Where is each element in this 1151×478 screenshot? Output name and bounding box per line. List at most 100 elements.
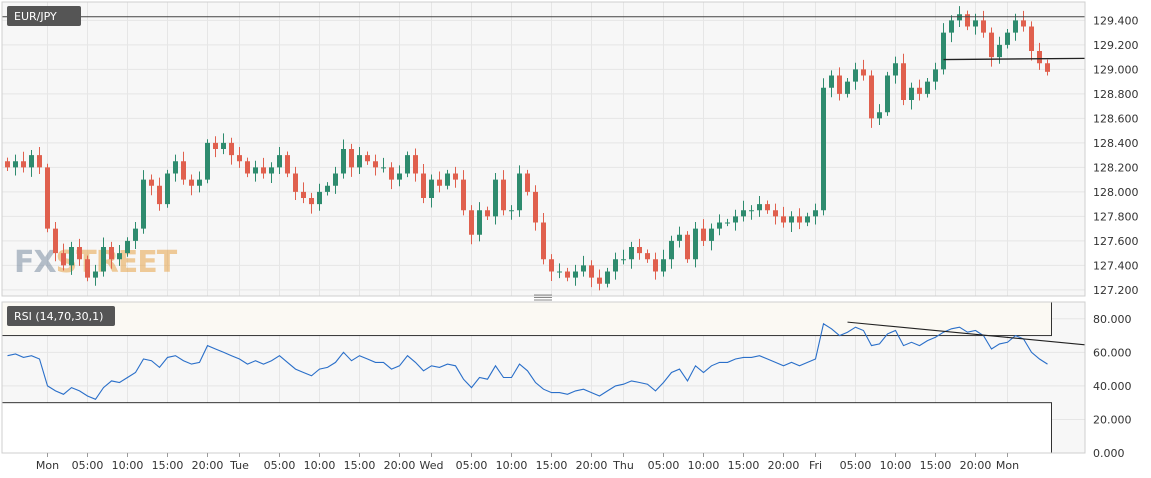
bullish-candle-body (253, 167, 258, 174)
candlestick (893, 56, 898, 84)
time-axis-tick-label: 10:00 (880, 459, 912, 472)
bullish-candle-body (709, 228, 714, 241)
bullish-candle-body (1005, 32, 1010, 45)
candlestick (685, 231, 690, 263)
price-axis-tick-label: 128.400 (1093, 137, 1139, 150)
candlestick (869, 70, 874, 128)
bullish-candle-body (141, 179, 146, 229)
bullish-candle-body (205, 142, 210, 180)
time-axis-tick-label: 05:00 (264, 459, 296, 472)
time-axis-tick-label: Fri (809, 459, 822, 472)
candlestick (93, 264, 98, 286)
time-axis-tick-label: 10:00 (688, 459, 720, 472)
bullish-candle-body (749, 210, 754, 212)
price-axis-tick-label: 129.000 (1093, 63, 1139, 76)
bullish-candle-body (13, 161, 18, 168)
bullish-candle-body (941, 32, 946, 70)
bearish-candle-body (653, 259, 658, 272)
bearish-candle-body (53, 228, 58, 254)
price-axis-tick-label: 128.600 (1093, 112, 1139, 125)
candlestick (141, 170, 146, 234)
bullish-candle-body (117, 253, 122, 260)
candlestick (701, 219, 706, 247)
bearish-candle-body (533, 191, 538, 223)
bullish-candle-body (221, 142, 226, 149)
bullish-candle-body (757, 204, 762, 211)
candlestick (605, 267, 610, 288)
time-axis-tick-label: 15:00 (920, 459, 952, 472)
bullish-candle-body (405, 155, 410, 174)
candlestick (853, 62, 858, 90)
bearish-candle-body (285, 155, 290, 174)
bullish-candle-body (93, 271, 98, 278)
candlestick (85, 255, 90, 282)
candlestick (749, 205, 754, 220)
candlestick (437, 171, 442, 193)
bullish-candle-body (813, 210, 818, 217)
bullish-candle-body (197, 179, 202, 186)
bearish-candle-body (181, 161, 186, 180)
candlestick (253, 160, 258, 182)
bullish-candle-body (173, 161, 178, 174)
candlestick (637, 238, 642, 260)
candlestick (581, 255, 586, 277)
price-axis-tick-label: 127.400 (1093, 259, 1139, 272)
time-axis-tick-label: 20:00 (960, 459, 992, 472)
candlestick (877, 104, 882, 125)
bearish-candle-body (965, 14, 970, 27)
bearish-candle-body (157, 185, 162, 205)
bearish-candle-body (413, 155, 418, 174)
bullish-candle-body (629, 247, 634, 260)
candlestick (5, 157, 10, 172)
candlestick (165, 169, 170, 208)
candlestick (549, 254, 554, 282)
time-axis-tick-label: 15:00 (152, 459, 184, 472)
bearish-candle-body (21, 161, 26, 168)
bearish-candle-body (525, 173, 530, 192)
candlestick (933, 62, 938, 90)
symbol-badge: EUR/JPY (7, 6, 81, 26)
bullish-candle-body (957, 14, 962, 21)
price-axis-tick-label: 127.800 (1093, 210, 1139, 223)
bullish-candle-body (693, 228, 698, 260)
bearish-candle-body (229, 142, 234, 156)
bullish-candle-body (717, 222, 722, 229)
candlestick (109, 241, 114, 269)
candlestick (725, 218, 730, 227)
candlestick (533, 185, 538, 231)
candlestick (837, 67, 842, 101)
bearish-candle-body (981, 20, 986, 33)
candlestick (781, 206, 786, 228)
bearish-candle-body (917, 87, 922, 94)
bullish-candle-body (429, 179, 434, 198)
fxstreet-watermark-logo: FXSTREET (14, 245, 178, 280)
bullish-candle-body (853, 69, 858, 82)
bearish-candle-body (109, 247, 114, 260)
time-axis-tick-label: 20:00 (768, 459, 800, 472)
price-axis-tick-label: 128.000 (1093, 186, 1139, 199)
bearish-candle-body (765, 204, 770, 211)
bullish-candle-body (557, 271, 562, 273)
panel-resize-handle[interactable] (534, 294, 552, 301)
rsi-axis-tick-label: 20.000 (1093, 413, 1132, 426)
candlestick (317, 183, 322, 211)
rsi-axis-tick-label: 60.000 (1093, 346, 1132, 359)
bullish-candle-body (477, 210, 482, 235)
candlestick (469, 205, 474, 245)
bullish-candle-body (733, 216, 738, 223)
candlestick (325, 182, 330, 196)
candlestick (21, 151, 26, 173)
candlestick (429, 174, 434, 208)
bearish-candle-body (245, 161, 250, 174)
bullish-candle-body (845, 81, 850, 94)
bearish-candle-body (773, 210, 778, 217)
candlestick (125, 237, 130, 257)
candlestick (501, 170, 506, 216)
candlestick (333, 166, 338, 194)
bearish-candle-body (85, 259, 90, 278)
time-axis-tick-label: 05:00 (456, 459, 488, 472)
candlestick (397, 165, 402, 187)
bearish-candle-body (989, 32, 994, 58)
candlestick (149, 174, 154, 196)
